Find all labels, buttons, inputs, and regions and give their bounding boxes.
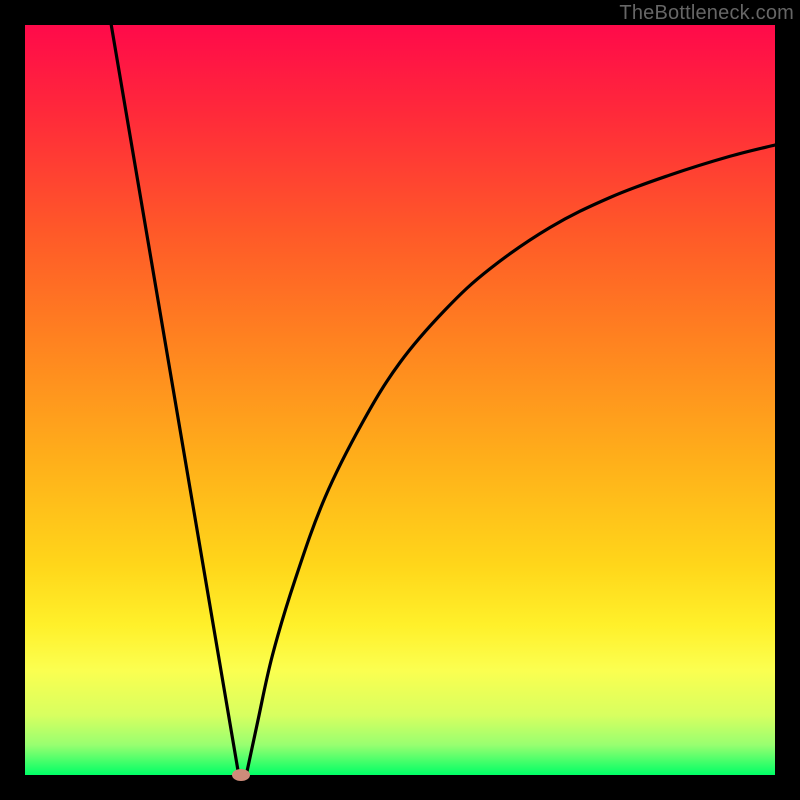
curve-right-branch [246,145,775,775]
bottleneck-curve [25,25,775,775]
watermark-label: TheBottleneck.com [619,2,794,25]
chart-frame: TheBottleneck.com [0,0,800,800]
minimum-marker [232,769,250,781]
plot-area [25,25,775,775]
curve-left-branch [111,25,239,775]
